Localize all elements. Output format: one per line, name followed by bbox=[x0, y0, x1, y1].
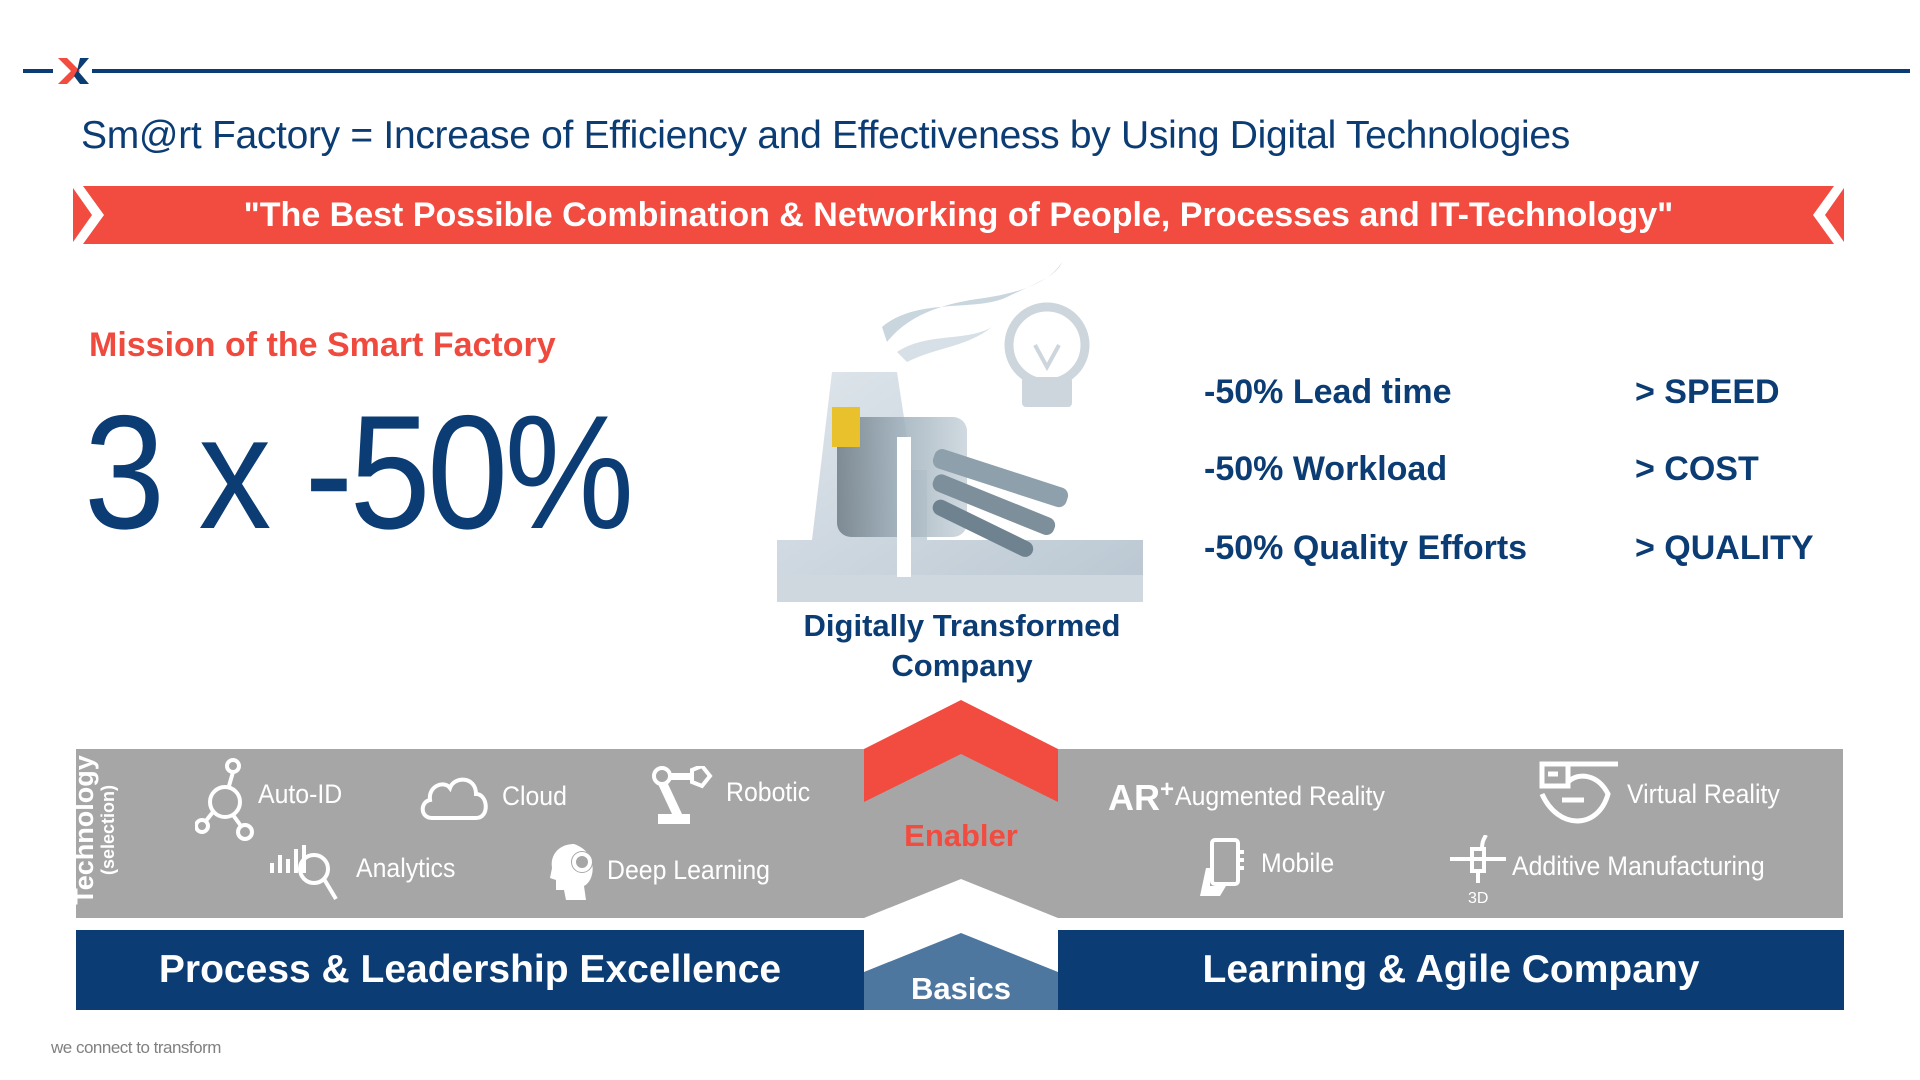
footer-tagline: we connect to transform bbox=[51, 1038, 221, 1057]
mission-heading: Mission of the Smart Factory bbox=[89, 326, 556, 364]
technology-title: Technology bbox=[69, 755, 99, 905]
basics-arrow bbox=[864, 933, 1058, 1010]
ar-icon: AR+ bbox=[1108, 776, 1175, 818]
mobile-hand-icon bbox=[1200, 838, 1244, 896]
enabler-chevrons bbox=[864, 700, 1058, 1010]
header-rule-with-logo bbox=[23, 58, 1910, 84]
tech-item-label: Additive Manufacturing bbox=[1512, 851, 1765, 881]
metric-label: -50% Workload bbox=[1204, 450, 1448, 488]
technology-subtitle: (selection) bbox=[98, 784, 118, 876]
analytics-icon bbox=[270, 845, 338, 901]
vr-eye-icon bbox=[1539, 761, 1618, 824]
network-node-icon bbox=[195, 758, 254, 841]
mission-headline: 3 x -50% bbox=[84, 382, 634, 563]
pillar-learning-agile: Learning & Agile Company bbox=[1058, 930, 1844, 1010]
caption-line-2: Company bbox=[891, 648, 1033, 683]
caption-line-1: Digitally Transformed bbox=[803, 608, 1121, 643]
basics-label: Basics bbox=[911, 971, 1011, 1006]
3d-printer-icon: 3D bbox=[1450, 835, 1506, 905]
metric-goal: > COST bbox=[1635, 450, 1759, 488]
banner-chevrons bbox=[73, 186, 1844, 244]
quote-banner: "The Best Possible Combination & Network… bbox=[73, 186, 1844, 244]
metric-goal: > QUALITY bbox=[1635, 529, 1814, 567]
pillar-process-leadership: Process & Leadership Excellence bbox=[76, 930, 864, 1010]
robot-arm-icon bbox=[652, 766, 713, 824]
cloud-icon bbox=[420, 777, 488, 820]
enabler-label: Enabler bbox=[904, 818, 1018, 853]
tech-item-label: Deep Learning bbox=[607, 855, 770, 885]
metric-goal: > SPEED bbox=[1635, 373, 1780, 411]
tech-item-label: Analytics bbox=[356, 853, 456, 883]
factory-robot-hand-image bbox=[777, 262, 1143, 602]
page-title: Sm@rt Factory = Increase of Efficiency a… bbox=[81, 114, 1570, 157]
svg-text:3D: 3D bbox=[1468, 890, 1488, 905]
logo-x-icon bbox=[58, 58, 89, 84]
banner-quote: "The Best Possible Combination & Network… bbox=[243, 196, 1674, 234]
metric-label: -50% Quality Efforts bbox=[1204, 529, 1528, 567]
ar-icon-text: AR bbox=[1108, 777, 1160, 818]
metric-label: -50% Lead time bbox=[1204, 373, 1452, 411]
tech-item-label: Cloud bbox=[502, 781, 567, 811]
brain-gear-icon bbox=[550, 844, 593, 900]
tech-item-label: Mobile bbox=[1261, 848, 1335, 878]
tech-item-label: Virtual Reality bbox=[1627, 779, 1780, 809]
technology-heading: Technology (selection) bbox=[69, 755, 118, 905]
white-notch bbox=[864, 879, 1058, 918]
lightbulb-icon bbox=[1004, 302, 1090, 407]
enabler-arrow bbox=[864, 700, 1058, 802]
tech-item-label: Robotic bbox=[726, 777, 811, 807]
tech-item-label: Augmented Reality bbox=[1175, 781, 1385, 811]
tech-item-label: Auto-ID bbox=[258, 779, 343, 809]
digitally-transformed-caption: Digitally Transformed Company bbox=[782, 606, 1142, 686]
